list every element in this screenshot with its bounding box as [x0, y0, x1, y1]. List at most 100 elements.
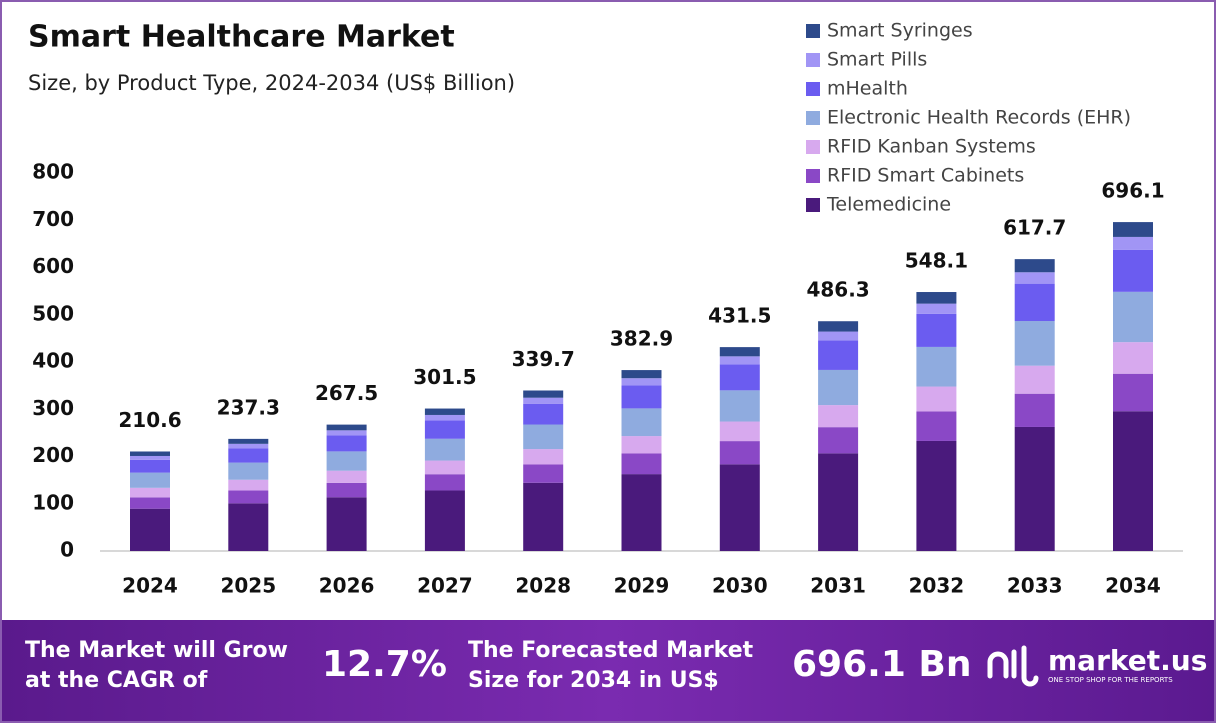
cagr-text: The Market will Grow [25, 638, 288, 663]
bar-segment [916, 386, 957, 412]
x-tick-label: 2030 [712, 574, 768, 598]
bar-segment [719, 364, 760, 391]
y-tick-label: 0 [60, 538, 74, 562]
total-label: 431.5 [708, 304, 771, 328]
bar-segment [1014, 426, 1055, 551]
total-label: 486.3 [806, 278, 869, 302]
legend-swatch [806, 24, 820, 38]
bar-segment [130, 472, 170, 488]
y-tick-label: 600 [32, 254, 74, 278]
total-label: 382.9 [610, 327, 673, 351]
bar-segment [818, 331, 859, 341]
bar-segment [424, 490, 465, 551]
bar-segment [818, 427, 859, 454]
total-label: 696.1 [1101, 179, 1164, 203]
bar-segment [326, 424, 367, 431]
chart-subtitle: Size, by Product Type, 2024-2034 (US$ Bi… [28, 71, 515, 95]
bar-segment [1014, 283, 1055, 322]
chart-title: Smart Healthcare Market [28, 20, 455, 55]
bar-segment [621, 385, 662, 409]
x-tick-label: 2025 [220, 574, 276, 598]
bar-segment [130, 508, 170, 551]
bar-segment [719, 347, 760, 357]
bar-segment [818, 453, 859, 551]
bar-segment [1014, 393, 1055, 427]
total-label: 210.6 [118, 408, 181, 432]
legend-swatch [806, 82, 820, 96]
legend-swatch [806, 169, 820, 183]
forecast-value: 696.1 Bn [792, 644, 971, 685]
bar-segment [523, 390, 564, 398]
bar-segment [326, 470, 367, 483]
total-label: 548.1 [905, 249, 968, 273]
bar-segment [916, 292, 957, 304]
legend-label: mHealth [827, 78, 908, 100]
y-tick-label: 500 [32, 301, 74, 325]
y-tick-label: 700 [32, 207, 74, 231]
bar-segment [130, 497, 170, 509]
cagr-text: at the CAGR of [25, 668, 208, 693]
legend-swatch [806, 140, 820, 154]
bar-segment [621, 378, 662, 386]
bar-segment [818, 369, 859, 406]
bar-segment [719, 464, 760, 551]
bar-segment [523, 464, 564, 483]
bar-segment [621, 436, 662, 454]
bar-segment [326, 451, 367, 471]
bar-segment [326, 430, 367, 436]
legend-label: RFID Kanban Systems [827, 136, 1036, 158]
bar-segment [424, 420, 465, 439]
bar-segment [1014, 259, 1055, 273]
bar-segment [916, 313, 957, 347]
tagline: ONE STOP SHOP FOR THE REPORTS [1048, 676, 1173, 684]
bar-segment [424, 474, 465, 491]
bar-segment [523, 482, 564, 551]
bar-segment [916, 303, 957, 314]
bar-segment [130, 487, 170, 498]
legend-label: Telemedicine [826, 194, 951, 216]
y-tick-label: 300 [32, 396, 74, 420]
bar-segment [1113, 411, 1153, 551]
x-tick-label: 2031 [810, 574, 866, 598]
x-tick-label: 2024 [122, 574, 178, 598]
bar-segment [621, 370, 662, 379]
bar-segment [523, 403, 564, 425]
bar-segment [424, 408, 465, 415]
total-label: 339.7 [512, 347, 575, 371]
bar-segment [621, 408, 662, 437]
bar-segment [228, 438, 269, 444]
bar-segment [818, 321, 859, 332]
total-label: 301.5 [413, 365, 476, 389]
legend-swatch [806, 53, 820, 67]
x-tick-label: 2027 [417, 574, 473, 598]
bar-segment [1113, 222, 1153, 237]
y-tick-label: 400 [32, 349, 74, 373]
y-tick-label: 200 [32, 443, 74, 467]
bar-segment [228, 448, 269, 463]
bar-segment [228, 443, 269, 449]
total-label: 617.7 [1003, 216, 1066, 240]
bar-segment [1113, 249, 1153, 292]
bar-segment [228, 503, 269, 551]
bar-segment [916, 346, 957, 387]
bar-segment [1113, 373, 1153, 412]
cagr-value: 12.7% [322, 644, 447, 685]
bar-segment [719, 390, 760, 422]
bar-segment [916, 440, 957, 551]
bar-segment [1014, 365, 1055, 394]
bar-segment [523, 397, 564, 404]
x-tick-label: 2026 [319, 574, 375, 598]
bar-segment [621, 453, 662, 475]
forecast-text: The Forecasted Market [468, 638, 754, 663]
bar-segment [523, 449, 564, 465]
bar-segment [1113, 291, 1153, 343]
x-tick-label: 2029 [614, 574, 670, 598]
bar-segment [130, 451, 170, 456]
forecast-text: Size for 2034 in US$ [468, 668, 719, 693]
bar-segment [228, 462, 269, 480]
bar-segment [130, 459, 170, 473]
bar-segment [228, 479, 269, 491]
bar-segment [719, 441, 760, 465]
